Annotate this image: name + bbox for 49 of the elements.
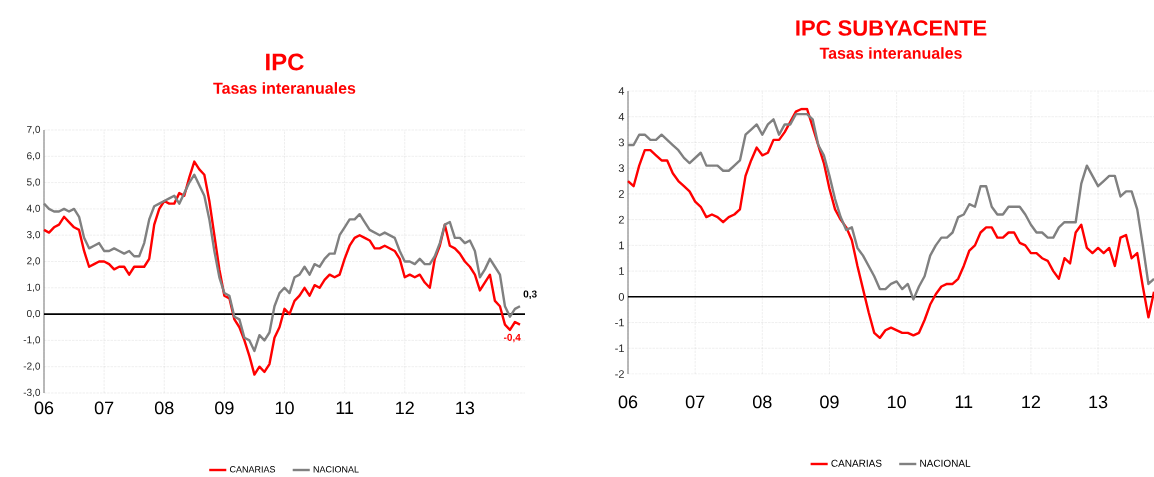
y-tick-label: -1 (615, 318, 624, 327)
chart-subtitle: Tasas interanuales (213, 82, 356, 94)
x-tick-label: 06 (34, 401, 54, 415)
data-label: -0,4 (503, 333, 521, 343)
x-tick-label: 07 (685, 395, 705, 409)
y-tick-label: 4,0 (26, 204, 41, 214)
x-tick-label: 06 (618, 395, 638, 409)
x-tick-label: 08 (753, 395, 772, 409)
y-tick-label: 2,0 (27, 257, 41, 266)
legend-label: CANARIAS (831, 459, 882, 467)
y-tick-label: 5,0 (26, 178, 41, 187)
x-tick-label: 08 (154, 401, 174, 415)
chart-title: IPC (266, 53, 304, 71)
chart-title: IPC SUBYACENTE (796, 20, 987, 36)
y-tick-label: 2 (618, 215, 624, 224)
y-tick-label: 4 (618, 112, 625, 121)
x-tick-label: 07 (94, 401, 114, 415)
chart-subtitle: Tasas interanuales (819, 47, 962, 59)
x-tick-label: 09 (820, 395, 839, 409)
y-tick-label: 4 (618, 87, 625, 95)
y-tick-label: 7,0 (27, 125, 41, 135)
y-tick-label: 1,0 (27, 283, 41, 292)
legend-label: NACIONAL (920, 459, 971, 467)
data-label: 0,3 (523, 290, 537, 300)
x-tick-label: 13 (1089, 395, 1108, 409)
y-tick-label: 0 (618, 292, 625, 301)
x-tick-label: 09 (215, 401, 234, 415)
y-tick-label: 1 (619, 241, 624, 250)
y-tick-label: 0,0 (26, 309, 41, 319)
x-tick-label: 13 (456, 401, 475, 415)
y-tick-label: -2 (615, 370, 624, 378)
legend-label: NACIONAL (313, 466, 359, 473)
x-tick-label: 10 (887, 395, 906, 409)
y-tick-label: -3,0 (23, 388, 41, 398)
x-tick-label: 11 (955, 395, 973, 408)
x-tick-label: 12 (1022, 395, 1041, 409)
y-tick-label: 6,0 (27, 152, 41, 161)
x-tick-label: 10 (275, 401, 294, 415)
legend-label: CANARIAS (229, 466, 276, 473)
y-tick-label: 3 (618, 138, 624, 147)
y-tick-label: 1 (619, 267, 624, 275)
y-tick-label: -1 (615, 344, 624, 353)
x-tick-label: 12 (396, 401, 414, 415)
y-tick-label: -1,0 (23, 336, 41, 345)
x-tick-label: 11 (336, 401, 354, 414)
y-tick-label: 2 (618, 190, 624, 198)
y-tick-label: 3 (618, 164, 624, 173)
y-tick-label: 3,0 (26, 231, 41, 240)
y-tick-label: -2,0 (23, 362, 41, 371)
